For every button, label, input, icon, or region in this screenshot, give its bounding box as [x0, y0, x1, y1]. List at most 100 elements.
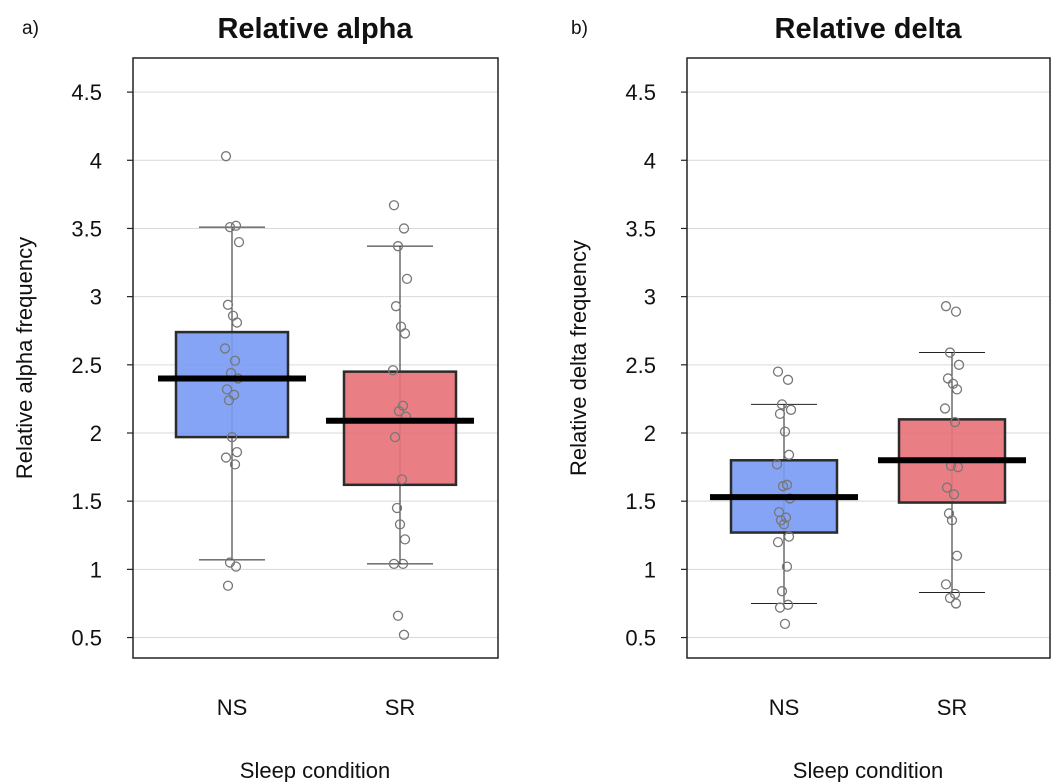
- data-point: [224, 221, 236, 233]
- data-point: [394, 519, 406, 530]
- data-point: [233, 236, 245, 248]
- data-point: [941, 482, 953, 493]
- panel-label: a): [22, 18, 39, 39]
- y-tick-label: 2: [90, 421, 102, 446]
- data-point: [230, 561, 242, 572]
- data-point: [940, 301, 952, 312]
- data-point: [779, 426, 791, 437]
- y-tick-label: 3: [90, 285, 102, 310]
- data-point: [774, 408, 786, 420]
- data-point: [392, 241, 404, 252]
- y-tick-label: 2: [644, 421, 656, 446]
- plot-marks: [710, 301, 1026, 630]
- plot-frame: [132, 57, 499, 659]
- data-point: [220, 151, 232, 162]
- data-point: [399, 534, 411, 545]
- data-point: [948, 489, 960, 500]
- data-point: [774, 602, 786, 613]
- data-point: [393, 406, 405, 417]
- data-point: [772, 366, 784, 377]
- data-point: [777, 481, 789, 492]
- y-tick-label: 3.5: [71, 216, 102, 241]
- data-point: [397, 558, 409, 570]
- chart-title: Relative alpha: [217, 13, 413, 45]
- data-point: [944, 592, 956, 604]
- panel-relative-delta: b) Relative delta 0.5 1 1.5 2 2.5 3 3.5 4 4.5 NS…: [566, 13, 1051, 782]
- box-sr: [342, 370, 458, 487]
- data-point: [396, 474, 408, 485]
- grid-lines: [687, 91, 1050, 639]
- data-point: [953, 359, 965, 370]
- data-point: [779, 618, 791, 630]
- panel-relative-alpha: a) Relative alpha 0.5 1 1.5 2 2.5 3 3.5 4 4.5 NS…: [12, 13, 499, 782]
- data-point: [230, 220, 242, 231]
- panel-label: b): [571, 18, 588, 39]
- data-point: [229, 355, 241, 366]
- data-point: [771, 459, 783, 470]
- y-tick-label: 4.5: [71, 80, 102, 105]
- data-point: [227, 310, 239, 321]
- data-point: [226, 431, 238, 443]
- data-point: [222, 580, 234, 591]
- data-point: [776, 586, 788, 597]
- y-tick-label: 0.5: [71, 626, 102, 651]
- y-tick-label: 2.5: [625, 353, 656, 378]
- y-tick-label: 1: [90, 557, 102, 582]
- y-tick-label: 1.5: [625, 489, 656, 514]
- data-point: [951, 550, 963, 561]
- data-point: [946, 515, 958, 526]
- data-point: [221, 384, 233, 395]
- x-category-label-ns: NS: [769, 695, 800, 720]
- data-point: [780, 512, 792, 523]
- chart-title: Relative delta: [775, 13, 963, 45]
- y-tick-label: 0.5: [625, 626, 656, 651]
- y-tick-label: 4.5: [625, 80, 656, 105]
- data-point: [772, 536, 784, 548]
- data-point: [943, 508, 955, 519]
- data-point: [388, 200, 400, 211]
- data-point: [785, 404, 797, 415]
- y-tick-label: 4: [644, 148, 656, 173]
- data-point: [219, 343, 231, 354]
- data-point: [942, 373, 954, 384]
- data-point: [951, 384, 963, 395]
- data-point: [778, 519, 790, 530]
- y-tick-label: 3.5: [625, 216, 656, 241]
- data-point: [940, 579, 952, 590]
- y-tick-label: 3: [644, 285, 656, 310]
- data-point: [391, 502, 403, 514]
- y-axis-label: Relative delta frequency: [566, 240, 591, 476]
- data-point: [231, 446, 243, 458]
- x-axis-label: Sleep condition: [240, 758, 390, 782]
- y-tick-label: 1: [644, 557, 656, 582]
- x-axis-label: Sleep condition: [793, 758, 943, 782]
- data-point: [783, 531, 795, 542]
- data-point: [231, 317, 243, 328]
- box-ns: [174, 330, 290, 439]
- data-point: [776, 399, 788, 410]
- y-tick-label: 4: [90, 148, 102, 173]
- data-point: [390, 301, 402, 312]
- data-point: [939, 403, 951, 414]
- data-point: [783, 449, 795, 460]
- data-point: [398, 223, 410, 234]
- data-point: [395, 321, 407, 332]
- data-point: [220, 452, 232, 463]
- x-category-label-sr: SR: [937, 695, 968, 720]
- data-point: [781, 561, 793, 572]
- data-point: [229, 459, 241, 470]
- y-axis-ticks: 0.5 1 1.5 2 2.5 3 3.5 4 4.5: [71, 80, 133, 651]
- data-point: [223, 395, 235, 406]
- x-category-label-sr: SR: [385, 695, 416, 720]
- y-axis-ticks: 0.5 1 1.5 2 2.5 3 3.5 4 4.5: [625, 80, 687, 651]
- y-tick-label: 1.5: [71, 489, 102, 514]
- data-point: [389, 431, 401, 443]
- x-axis-categories: NS SR: [769, 695, 968, 720]
- x-axis-categories: NS SR: [217, 695, 416, 720]
- y-tick-label: 2.5: [71, 353, 102, 378]
- data-point: [782, 374, 794, 385]
- data-point: [950, 598, 962, 609]
- data-point: [401, 273, 413, 285]
- data-point: [944, 347, 956, 358]
